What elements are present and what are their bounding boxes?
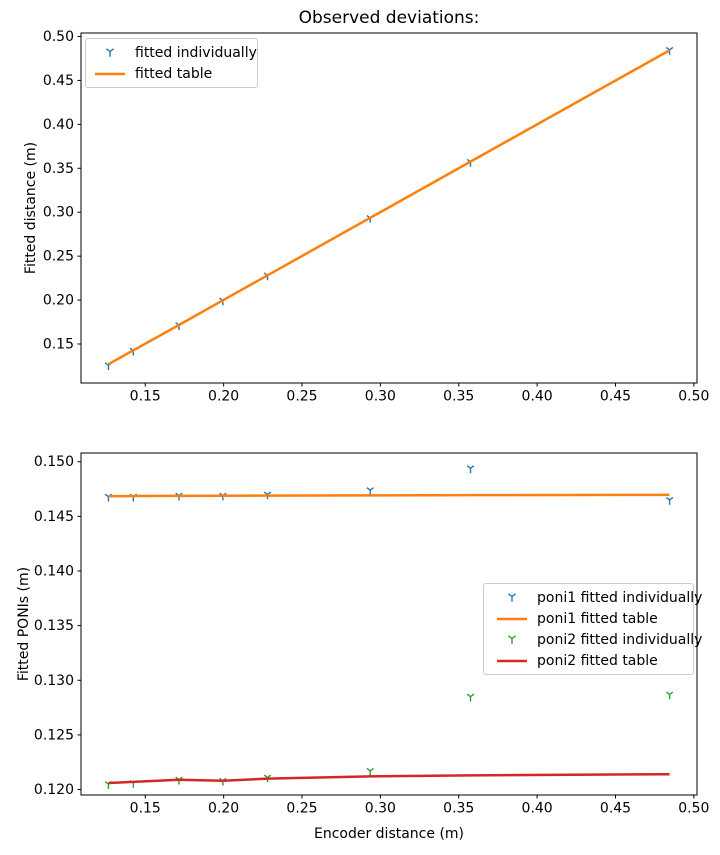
legend-item: poni1 fitted table (494, 608, 685, 629)
tri-down-marker-icon (105, 48, 115, 57)
series-line (107, 49, 671, 366)
legend-item: poni2 fitted table (494, 650, 685, 671)
data-point-marker (665, 496, 674, 505)
bottom-legend: poni1 fitted individually poni1 fitted t… (483, 583, 702, 675)
y-tick-label: 0.130 (34, 673, 74, 689)
legend-item: poni2 fitted individually (494, 629, 702, 650)
top-y-axis-label: Fitted distance (m) (23, 141, 39, 275)
bottom-y-axis-label: Fitted PONIs (m) (16, 566, 32, 682)
data-point-marker (466, 693, 475, 702)
x-tick-label: 0.15 (130, 801, 161, 817)
y-tick-label: 0.150 (34, 454, 74, 470)
chart-title: Observed deviations: (298, 8, 480, 28)
y-tick-label: 0.140 (34, 564, 74, 580)
x-tick-label: 0.50 (678, 389, 709, 405)
legend-label: fitted individually (135, 44, 257, 61)
x-tick-label: 0.35 (443, 801, 474, 817)
y-tick-label: 0.120 (34, 782, 74, 798)
line-sample-icon (497, 617, 527, 621)
data-point-marker (366, 487, 374, 495)
x-tick-label: 0.50 (678, 801, 709, 817)
data-point-marker (466, 465, 475, 474)
y-tick-label: 0.45 (43, 73, 74, 89)
tri-down-marker-icon (507, 635, 517, 644)
legend-item: poni1 fitted individually (494, 587, 702, 608)
legend-label: poni2 fitted table (537, 652, 658, 669)
x-tick-label: 0.25 (286, 801, 317, 817)
x-tick-label: 0.20 (208, 389, 239, 405)
x-tick-label: 0.40 (522, 389, 553, 405)
bottom-x-axis-label: Encoder distance (m) (313, 826, 465, 842)
series-line (108, 772, 670, 785)
x-tick-label: 0.30 (365, 389, 396, 405)
data-point-marker (665, 691, 674, 700)
axes-frame (80, 32, 698, 384)
y-tick-label: 0.40 (43, 117, 74, 133)
x-tick-label: 0.35 (443, 389, 474, 405)
y-tick-label: 0.125 (34, 727, 74, 743)
x-tick-label: 0.25 (286, 389, 317, 405)
y-tick-label: 0.35 (43, 161, 74, 177)
x-tick-label: 0.45 (600, 389, 631, 405)
x-tick-label: 0.45 (600, 801, 631, 817)
y-tick-label: 0.135 (34, 618, 74, 634)
legend-item: fitted table (92, 63, 249, 84)
x-tick-label: 0.30 (365, 801, 396, 817)
y-tick-label: 0.20 (43, 293, 74, 309)
y-tick-label: 0.15 (43, 336, 74, 352)
y-tick-label: 0.30 (43, 205, 74, 221)
axes-frame (80, 452, 698, 796)
data-point-marker (366, 767, 374, 776)
line-sample-icon (95, 72, 125, 76)
legend-label: poni1 fitted table (537, 610, 658, 627)
tri-down-marker-icon (507, 593, 517, 602)
legend-item: fitted individually (92, 42, 257, 63)
x-tick-label: 0.20 (208, 801, 239, 817)
legend-label: poni1 fitted individually (537, 589, 703, 606)
y-tick-label: 0.25 (43, 249, 74, 265)
x-tick-label: 0.40 (522, 801, 553, 817)
y-tick-label: 0.50 (43, 29, 74, 45)
legend-label: fitted table (135, 65, 213, 82)
legend-marker (105, 48, 115, 57)
legend-marker (507, 593, 517, 602)
series-line (108, 493, 670, 498)
x-tick-label: 0.15 (130, 389, 161, 405)
legend-label: poni2 fitted individually (537, 631, 703, 648)
top-legend: fitted individually fitted table (85, 38, 258, 88)
y-tick-label: 0.145 (34, 509, 74, 525)
legend-marker (507, 635, 517, 644)
line-sample-icon (497, 659, 527, 663)
